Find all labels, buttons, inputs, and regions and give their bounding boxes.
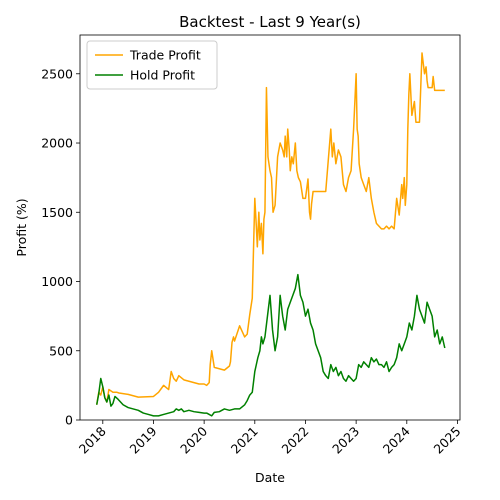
y-axis-label: Profit (%) (14, 198, 29, 256)
x-tick-label: 2022 (278, 424, 311, 457)
x-tick-label: 2019 (126, 423, 159, 456)
x-tick-label: 2024 (380, 423, 413, 456)
y-tick-label: 500 (49, 343, 73, 358)
y-tick-label: 2500 (41, 66, 73, 81)
legend-label-2: Hold Profit (130, 68, 195, 83)
chart-title: Backtest - Last 9 Year(s) (179, 13, 361, 31)
x-tick-label: 2025 (430, 424, 463, 457)
series-line-1 (95, 52, 445, 405)
x-tick-label: 2021 (228, 424, 261, 457)
legend-label-1: Trade Profit (129, 48, 201, 63)
y-tick-label: 0 (65, 413, 73, 428)
plot-area (79, 34, 461, 421)
y-tick-label: 1000 (41, 274, 73, 289)
legend: Trade Profit Hold Profit (86, 40, 218, 90)
y-axis: 0 500 1000 1500 2000 2500 (41, 66, 80, 428)
series-layer (95, 52, 446, 417)
y-tick-label: 2000 (41, 136, 73, 151)
x-axis: 2018 2019 2020 2021 2022 2023 2024 2025 (76, 420, 464, 457)
x-tick-label: 2018 (76, 423, 109, 456)
x-tick-label: 2023 (329, 424, 362, 457)
x-tick-label: 2020 (177, 423, 210, 456)
y-tick-label: 1500 (41, 205, 73, 220)
plot-frame (79, 34, 461, 421)
series-line-2 (95, 273, 446, 417)
legend-box (86, 40, 218, 90)
x-axis-label: Date (255, 470, 285, 485)
